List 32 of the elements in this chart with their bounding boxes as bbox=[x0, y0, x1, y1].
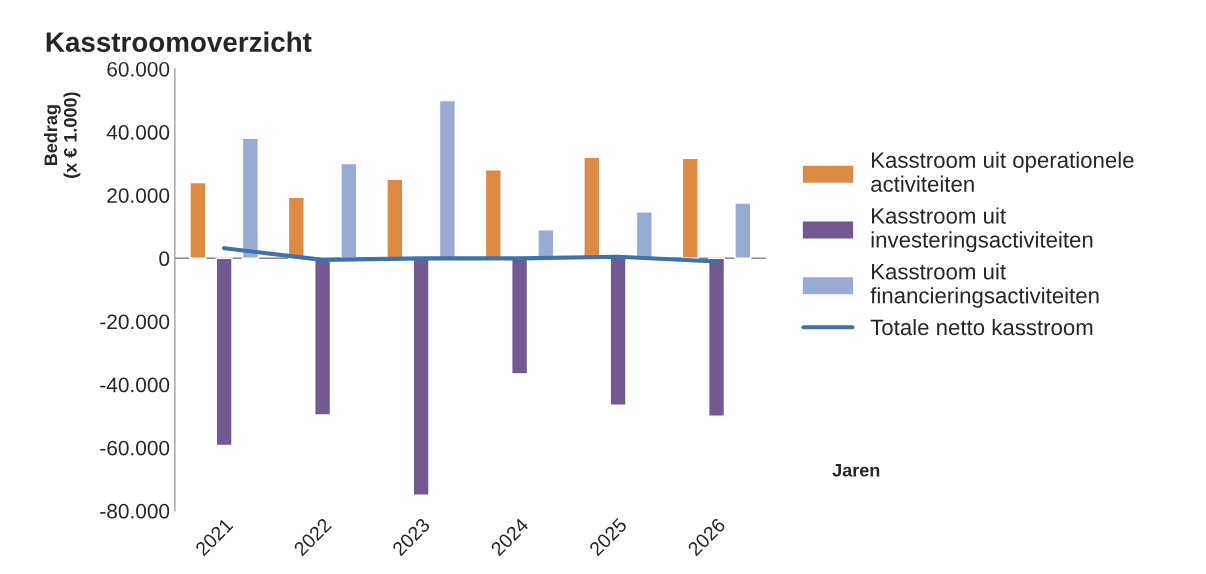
x-axis-title: Jaren bbox=[832, 464, 880, 477]
y-tick-label: -40.000 bbox=[100, 377, 170, 393]
legend-label: Kasstroom uit financieringsactiviteiten bbox=[870, 263, 1099, 308]
bar bbox=[241, 137, 259, 259]
legend-label: Kasstroom uit investeringsactiviteiten bbox=[871, 207, 1093, 253]
y-tick-label: 40.000 bbox=[106, 125, 170, 140]
bar bbox=[386, 178, 404, 259]
bar bbox=[734, 202, 752, 259]
line-series bbox=[222, 246, 719, 264]
bar bbox=[484, 169, 502, 259]
y-axis-title: Bedrag (x € 1.000) bbox=[43, 92, 81, 178]
y-tick-label: 20.000 bbox=[107, 188, 170, 203]
y-tick-label: -80.000 bbox=[100, 503, 170, 519]
bar bbox=[609, 257, 627, 406]
y-tick-label: 0 bbox=[159, 251, 170, 267]
bar bbox=[340, 162, 358, 259]
bar bbox=[287, 196, 305, 259]
bar bbox=[189, 181, 207, 259]
bar bbox=[681, 157, 699, 259]
chart-title: Kasstroomoverzicht bbox=[46, 31, 312, 52]
bar bbox=[412, 257, 430, 496]
y-tick-label: -60.000 bbox=[100, 440, 170, 456]
bar bbox=[215, 257, 233, 447]
bar bbox=[438, 99, 456, 259]
bar bbox=[707, 257, 726, 417]
legend-label: Totale netto kasstroom bbox=[870, 318, 1093, 336]
y-tick-label: -20.000 bbox=[100, 314, 170, 330]
bar bbox=[511, 257, 529, 375]
legend-label: Kasstroom uit operationele activiteiten bbox=[871, 151, 1134, 192]
bar bbox=[635, 211, 653, 259]
y-tick-label: 60.000 bbox=[107, 61, 170, 77]
bar bbox=[537, 229, 555, 259]
